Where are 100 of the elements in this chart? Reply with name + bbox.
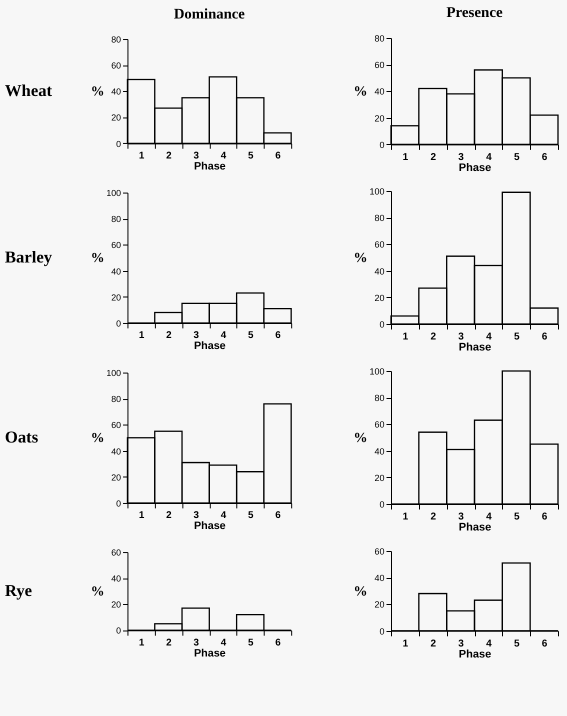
x-tick-label: 5	[248, 150, 254, 162]
y-tick-label: 80	[111, 34, 122, 44]
x-tick-label: 1	[402, 152, 409, 163]
y-tick-label: 20	[374, 473, 384, 484]
x-tick-label: 4	[486, 152, 492, 163]
x-axis-title: Phase	[194, 520, 226, 532]
x-tick-label: 3	[193, 638, 200, 649]
y-tick-label: 0	[380, 140, 385, 150]
y-tick-label: 80	[111, 394, 122, 404]
x-tick-label: 2	[430, 512, 436, 523]
y-tick-label: 100	[369, 186, 384, 197]
x-tick-label: 2	[430, 332, 436, 343]
y-tick-label: 0	[116, 318, 122, 329]
x-tick-label: 5	[514, 332, 520, 343]
x-tick-label: 1	[138, 330, 145, 342]
chart-title: Presence	[446, 5, 503, 21]
y-tick-label: 100	[106, 368, 122, 378]
y-tick-label: 20	[374, 600, 384, 610]
text: Oats	[4, 428, 39, 448]
y-tick-label: 60	[111, 548, 122, 558]
y-tick-label: 60	[374, 420, 384, 430]
x-tick-label: 3	[193, 510, 200, 522]
y-axis-title: %	[90, 84, 104, 99]
x-tick-label: 6	[275, 510, 282, 522]
x-tick-label: 6	[275, 330, 282, 342]
x-tick-label: 3	[458, 152, 464, 163]
y-tick-label: 100	[106, 188, 122, 198]
y-tick-label: 80	[374, 34, 385, 44]
x-tick-label: 5	[514, 638, 520, 650]
x-tick-label: 2	[166, 330, 172, 342]
y-tick-label: 0	[116, 498, 122, 509]
text: Barley	[4, 248, 53, 268]
x-tick-label: 1	[402, 512, 409, 523]
x-axis-title: Phase	[194, 340, 226, 352]
y-axis-title: %	[354, 84, 368, 100]
x-axis-title: Phase	[458, 522, 492, 534]
y-tick-label: 20	[111, 472, 122, 483]
x-tick-label: 5	[248, 510, 254, 522]
x-tick-label: 3	[458, 332, 464, 343]
x-tick-label: 6	[542, 638, 548, 650]
y-tick-label: 40	[111, 446, 122, 457]
y-tick-label: 40	[374, 86, 385, 97]
y-tick-label: 60	[374, 240, 384, 250]
y-tick-label: 40	[111, 86, 122, 97]
x-tick-label: 4	[486, 638, 492, 650]
x-tick-label: 1	[138, 150, 145, 162]
y-tick-label: 40	[111, 266, 122, 277]
y-tick-label: 0	[116, 138, 122, 149]
x-tick-label: 5	[248, 330, 254, 342]
x-tick-label: 2	[166, 510, 172, 522]
x-tick-label: 3	[458, 512, 464, 523]
y-axis-title: %	[354, 431, 368, 446]
x-tick-label: 5	[514, 152, 520, 163]
x-tick-label: 1	[138, 638, 145, 649]
x-tick-label: 4	[486, 332, 492, 343]
x-tick-label: 6	[275, 150, 282, 162]
x-tick-label: 1	[402, 332, 409, 343]
y-tick-label: 80	[111, 214, 122, 224]
y-axis-title: %	[90, 584, 104, 599]
y-tick-label: 40	[111, 574, 122, 584]
y-tick-label: 40	[374, 266, 384, 277]
text: Rye	[4, 581, 32, 600]
x-tick-label: 4	[220, 150, 227, 162]
y-tick-label: 40	[374, 573, 384, 584]
y-tick-label: 60	[374, 60, 385, 70]
x-tick-label: 3	[458, 638, 464, 650]
y-tick-label: 20	[374, 113, 385, 124]
y-tick-label: 20	[111, 292, 122, 303]
y-tick-label: 80	[374, 393, 384, 404]
chart-title: Dominance	[174, 6, 246, 22]
x-axis-title: Phase	[458, 342, 492, 354]
x-tick-label: 4	[220, 330, 227, 342]
x-tick-label: 1	[138, 510, 145, 522]
y-axis-title: %	[90, 430, 104, 446]
y-tick-label: 0	[380, 626, 384, 637]
x-axis-title: Phase	[194, 648, 226, 660]
y-tick-label: 20	[374, 293, 384, 304]
y-tick-label: 0	[116, 626, 122, 636]
x-tick-label: 2	[166, 150, 172, 162]
y-tick-label: 40	[374, 446, 384, 457]
x-tick-label: 6	[275, 638, 282, 649]
x-tick-label: 4	[220, 638, 227, 649]
x-axis-title: Phase	[458, 648, 492, 661]
y-tick-label: 80	[374, 213, 384, 224]
x-tick-label: 5	[514, 512, 520, 523]
y-tick-label: 60	[111, 420, 122, 431]
x-axis-title: Phase	[458, 162, 492, 174]
y-tick-label: 60	[111, 240, 122, 251]
y-tick-label: 20	[111, 112, 122, 123]
x-tick-label: 6	[542, 152, 548, 163]
y-tick-label: 60	[374, 546, 384, 557]
y-axis-title: %	[354, 251, 368, 266]
y-axis-title: %	[354, 584, 368, 600]
text: Wheat	[4, 81, 53, 100]
y-axis-title: %	[90, 250, 104, 266]
x-tick-label: 2	[430, 152, 436, 163]
x-tick-label: 6	[542, 512, 548, 523]
x-tick-label: 6	[542, 332, 548, 343]
y-tick-label: 100	[369, 366, 384, 377]
x-tick-label: 3	[193, 330, 200, 342]
